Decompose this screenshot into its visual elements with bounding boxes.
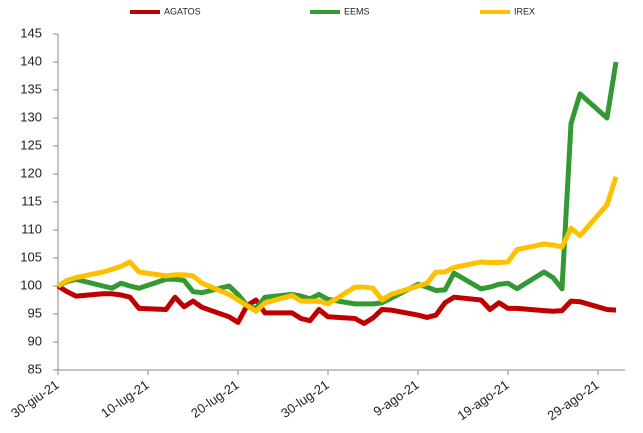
x-tick-label: 10-lug-21: [98, 377, 152, 421]
y-tick-label: 135: [20, 81, 42, 96]
x-tick-label: 30-giu-21: [8, 377, 62, 421]
y-tick-label: 110: [21, 221, 42, 236]
y-tick-label: 105: [20, 249, 42, 264]
y-tick-label: 120: [20, 165, 42, 180]
y-tick-label: 125: [20, 137, 42, 152]
legend-label: IREX: [514, 6, 535, 16]
legend-label: EEMS: [344, 6, 370, 16]
x-tick-label: 9-ago-21: [370, 377, 421, 419]
x-tick-label: 20-lug-21: [188, 377, 242, 421]
y-tick-label: 145: [20, 25, 42, 40]
series-line: [56, 176, 619, 314]
series-line: [56, 61, 619, 311]
y-tick-label: 90: [28, 333, 42, 348]
x-tick-label: 19-ago-21: [455, 377, 512, 423]
y-tick-label: 85: [28, 361, 42, 376]
x-tick-label: 30-lug-21: [278, 377, 332, 421]
y-tick-label: 100: [20, 277, 42, 292]
y-tick-label: 140: [20, 53, 42, 68]
series-line: [56, 283, 617, 326]
y-tick-label: 95: [28, 305, 42, 320]
y-tick-label: 130: [20, 109, 42, 124]
y-tick-label: 115: [21, 193, 42, 208]
legend-label: AGATOS: [164, 6, 201, 16]
x-tick-label: 29-ago-21: [545, 377, 602, 423]
